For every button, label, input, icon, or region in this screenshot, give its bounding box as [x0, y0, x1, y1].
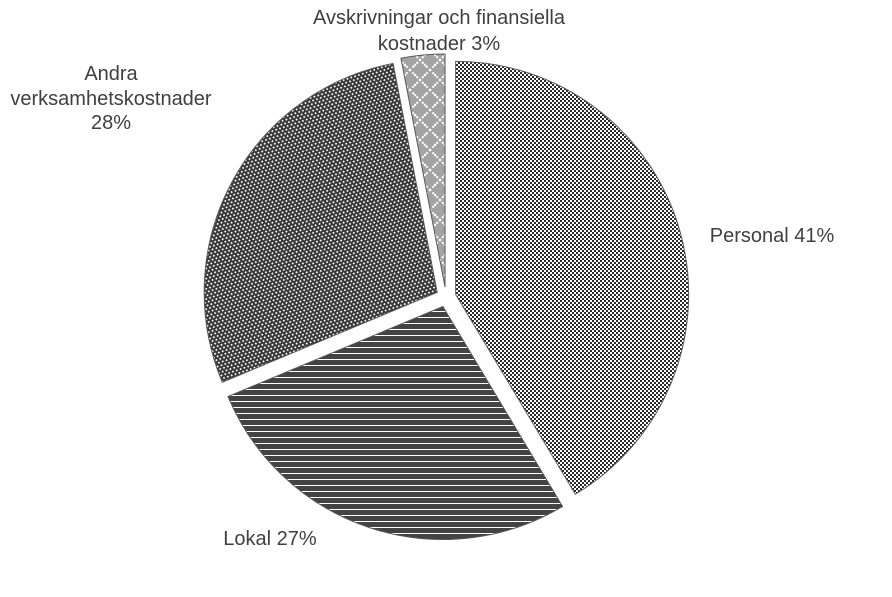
svg-text:Lokal 27%: Lokal 27% — [223, 528, 317, 550]
svg-text:kostnader 3%: kostnader 3% — [378, 33, 501, 55]
svg-text:Avskrivningar och finansiella: Avskrivningar och finansiella — [313, 7, 566, 29]
svg-text:Andra: Andra — [84, 63, 138, 85]
svg-text:Personal 41%: Personal 41% — [710, 225, 835, 247]
svg-text:verksamhetskostnader: verksamhetskostnader — [10, 88, 212, 110]
svg-text:28%: 28% — [91, 112, 131, 134]
